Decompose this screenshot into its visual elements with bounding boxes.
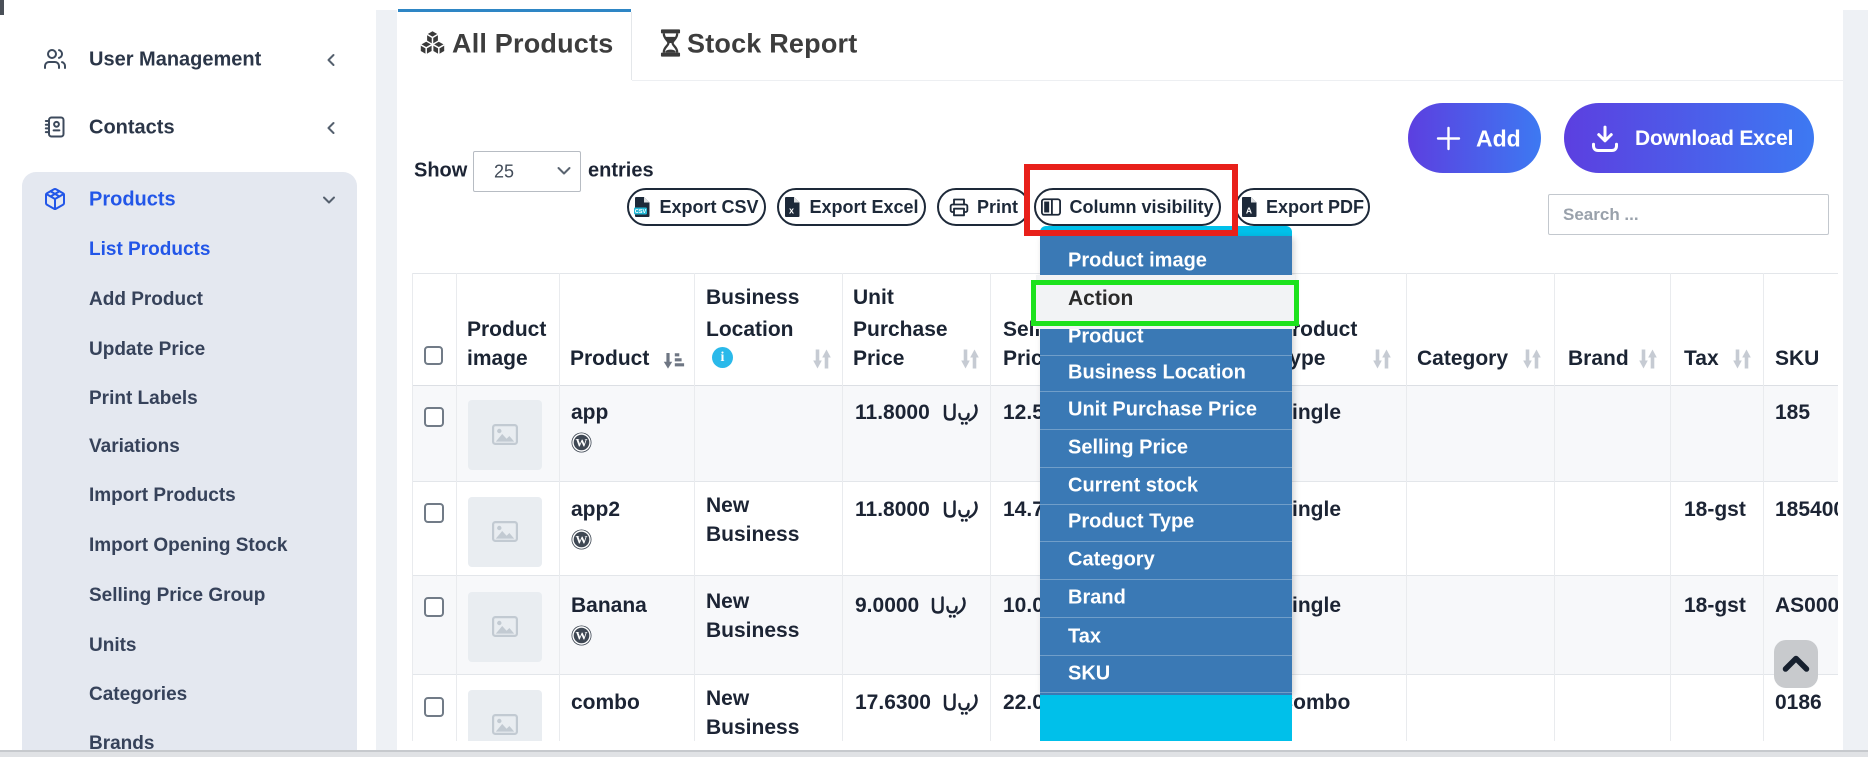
svg-text:x: x [789,206,794,216]
svg-text:A: A [1246,206,1252,216]
svg-text:CSV: CSV [635,209,647,215]
